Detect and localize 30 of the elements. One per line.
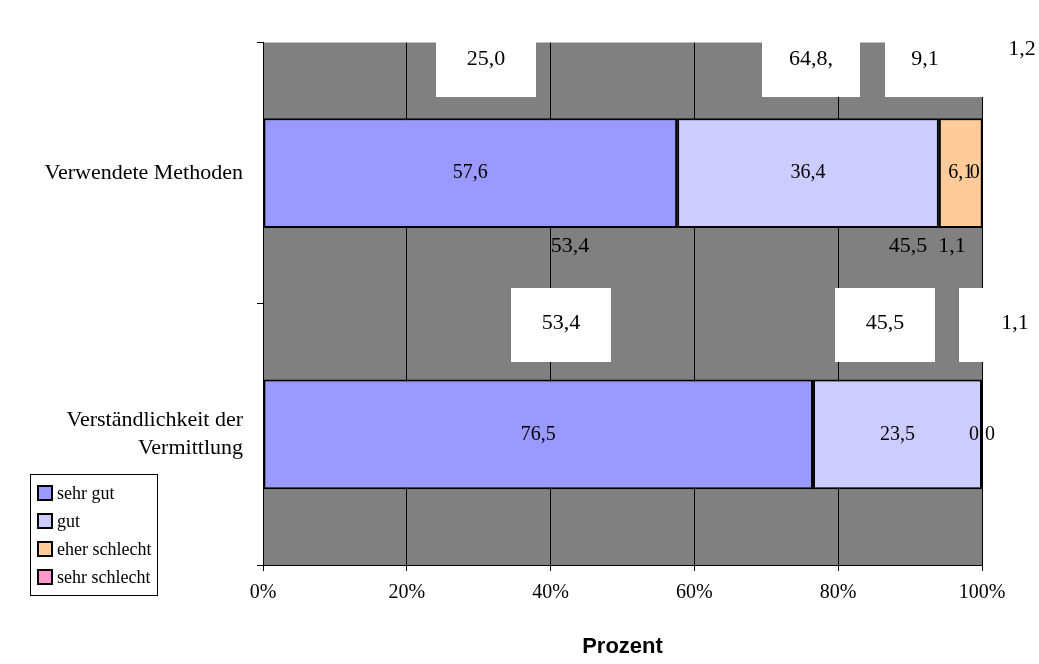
x-tick-label: 0%: [249, 580, 277, 603]
x-tick-label: 100%: [958, 580, 1006, 603]
data-label: 36,4: [790, 160, 826, 183]
annotation: 64,8,: [789, 45, 833, 71]
annotation: 53,4: [541, 309, 581, 335]
legend-label: sehr schlecht: [56, 565, 152, 589]
data-label: 57,6: [452, 160, 488, 183]
data-label: 0: [985, 421, 995, 444]
annotation: 25,0: [466, 45, 506, 71]
x-tick-label: 80%: [819, 580, 857, 603]
data-label: 0: [969, 160, 980, 183]
annotation: 53,4: [550, 232, 590, 258]
x-tick-label: 40%: [532, 580, 569, 603]
text: 1,1: [1001, 309, 1029, 335]
data-label: 23,5: [880, 421, 916, 444]
x-tick-label: 20%: [388, 580, 426, 603]
x-axis-title: Prozent: [582, 632, 664, 658]
annotation: 45,5: [888, 232, 928, 258]
x-tick-label: 60%: [676, 580, 713, 603]
annotation: 9,1: [911, 45, 939, 71]
y-tick-label: Verständlichkeit der Vermittlung: [66, 405, 244, 460]
legend-label: eher schlecht: [56, 537, 152, 561]
annotation: 1,1: [938, 232, 966, 258]
legend-label: gut: [56, 509, 81, 533]
legend-label: sehr gut: [56, 481, 116, 505]
y-tick-label: Verwendete Methoden: [44, 158, 243, 184]
data-label: 76,5: [520, 421, 556, 444]
data-label: 0: [969, 421, 979, 444]
annotation: 45,5: [865, 309, 905, 335]
text: 1,2: [1008, 35, 1036, 61]
